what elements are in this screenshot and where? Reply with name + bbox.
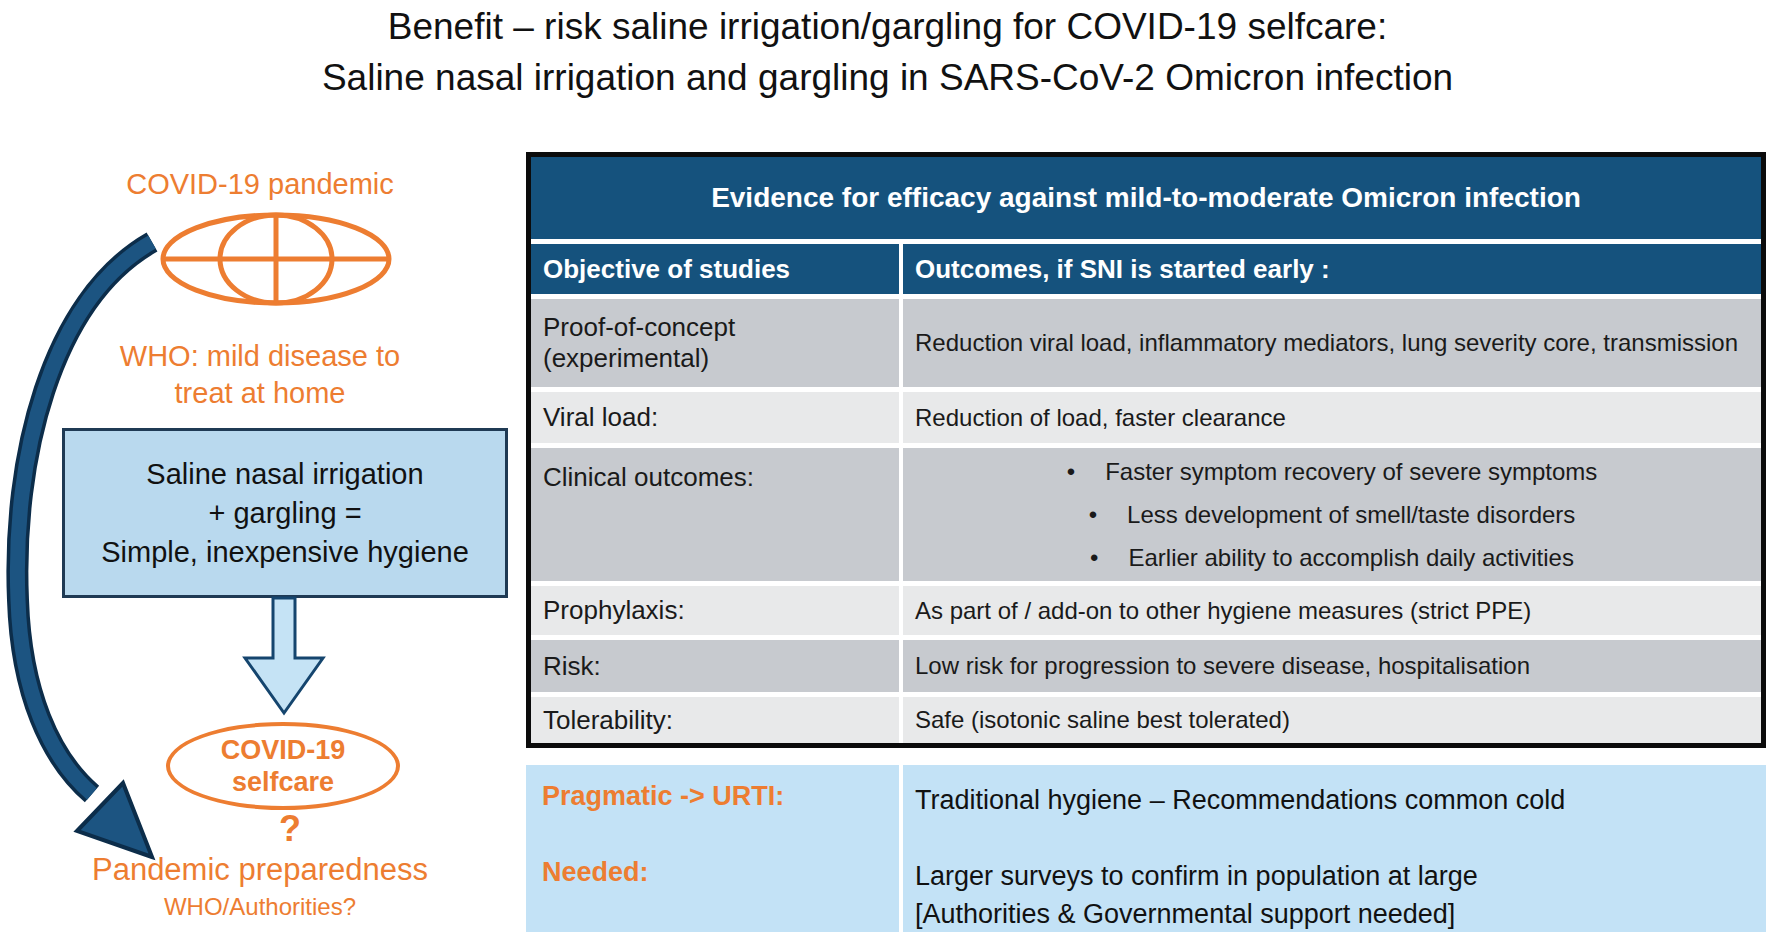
outcome-bullet: Faster symptom recovery of severe sympto…: [1067, 450, 1598, 493]
globe-icon: [158, 210, 394, 308]
table-row: Viral load: Reduction of load, faster cl…: [531, 392, 1761, 443]
selfcare-line1: COVID-19: [221, 734, 346, 766]
objective-cell: Proof-of-concept (experimental): [531, 299, 899, 387]
saline-hygiene-box: Saline nasal irrigation + gargling = Sim…: [62, 428, 508, 598]
who-note-line1: WHO: mild disease to: [0, 338, 520, 375]
flow-diagram-panel: COVID-19 pandemic WHO: mild disease to t…: [0, 130, 520, 942]
panel-row: Needed: Larger surveys to confirm in pop…: [526, 857, 1766, 933]
outcome-bullet: Earlier ability to accomplish daily acti…: [1090, 536, 1574, 579]
objective-cell: Clinical outcomes:: [531, 448, 899, 581]
covid-selfcare-ellipse: COVID-19 selfcare: [166, 722, 400, 810]
figure-title-line1: Benefit – risk saline irrigation/garglin…: [0, 6, 1775, 48]
needed-text-line2: [Authorities & Governmental support need…: [915, 895, 1766, 933]
evidence-table: Evidence for efficacy against mild-to-mo…: [526, 152, 1766, 748]
table-row: Prophylaxis: As part of / add-on to othe…: [531, 586, 1761, 635]
col1-header: Objective of studies: [531, 244, 899, 294]
saline-box-line1: Saline nasal irrigation: [146, 455, 423, 494]
needed-label: Needed:: [526, 857, 899, 933]
objective-cell: Tolerability:: [531, 697, 899, 743]
saline-box-line3: Simple, inexpensive hygiene: [101, 533, 469, 572]
table-row: Proof-of-concept (experimental) Reductio…: [531, 299, 1761, 387]
pandemic-preparedness-label: Pandemic preparedness: [0, 852, 520, 888]
who-authorities-label: WHO/Authorities?: [0, 893, 520, 921]
question-mark: ?: [0, 808, 520, 850]
outcome-bullet: Less development of smell/taste disorder…: [1089, 493, 1576, 536]
outcome-cell: Faster symptom recovery of severe sympto…: [903, 448, 1761, 581]
outcome-cell: Safe (isotonic saline best tolerated): [903, 697, 1761, 743]
table-row: Tolerability: Safe (isotonic saline best…: [531, 697, 1761, 743]
table-title: Evidence for efficacy against mild-to-mo…: [531, 157, 1761, 239]
down-block-arrow-icon: [242, 596, 326, 716]
table-row: Clinical outcomes: Faster symptom recove…: [531, 448, 1761, 581]
panel-row: Pragmatic -> URTI: Traditional hygiene –…: [526, 781, 1766, 819]
objective-cell: Prophylaxis:: [531, 586, 899, 635]
needed-text: Larger surveys to confirm in population …: [899, 857, 1766, 933]
selfcare-line2: selfcare: [232, 766, 334, 798]
outcome-cell: Reduction viral load, inflammatory media…: [903, 299, 1761, 387]
outcome-cell: As part of / add-on to other hygiene mea…: [903, 586, 1761, 635]
pandemic-label: COVID-19 pandemic: [0, 168, 520, 201]
outcome-cell: Low risk for progression to severe disea…: [903, 640, 1761, 692]
col2-header: Outcomes, if SNI is started early :: [903, 244, 1761, 294]
pragmatic-label: Pragmatic -> URTI:: [526, 781, 899, 819]
figure-title-line2: Saline nasal irrigation and gargling in …: [0, 57, 1775, 99]
objective-cell: Risk:: [531, 640, 899, 692]
table-row: Risk: Low risk for progression to severe…: [531, 640, 1761, 692]
pragmatic-panel: Pragmatic -> URTI: Traditional hygiene –…: [526, 765, 1766, 932]
who-note: WHO: mild disease to treat at home: [0, 338, 520, 412]
who-note-line2: treat at home: [0, 375, 520, 412]
pragmatic-text: Traditional hygiene – Recommendations co…: [899, 781, 1766, 819]
saline-box-line2: + gargling =: [208, 494, 361, 533]
outcome-cell: Reduction of load, faster clearance: [903, 392, 1761, 443]
table-column-header-row: Objective of studies Outcomes, if SNI is…: [531, 244, 1761, 294]
objective-cell: Viral load:: [531, 392, 899, 443]
needed-text-line1: Larger surveys to confirm in population …: [915, 857, 1766, 895]
